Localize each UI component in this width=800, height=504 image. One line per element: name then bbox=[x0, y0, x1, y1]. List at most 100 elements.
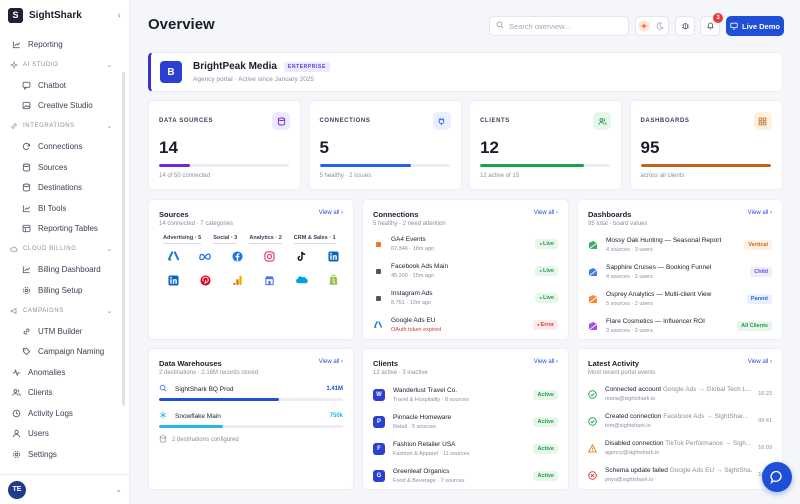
activity-row[interactable]: Schema update failed Google Ads EU → Sig… bbox=[588, 467, 772, 483]
sidebar-item-billing-dashboard[interactable]: Billing Dashboard bbox=[0, 260, 129, 281]
salesforce-icon[interactable] bbox=[285, 272, 317, 288]
pinterest-icon[interactable] bbox=[189, 272, 221, 288]
stat-card-data-sources[interactable]: DATA SOURCES 14 14 of 50 connected bbox=[148, 100, 301, 190]
connections-view-all-link[interactable]: View all › bbox=[533, 210, 558, 216]
moon-icon[interactable] bbox=[654, 20, 666, 32]
sidebar-item-label: Settings bbox=[28, 449, 57, 459]
sidebar-item-connections[interactable]: Connections bbox=[0, 137, 129, 158]
source-category-tab[interactable]: CRM & Sales · 1 bbox=[293, 235, 336, 244]
sidebar-item-reporting-tables[interactable]: Reporting Tables bbox=[0, 219, 129, 240]
source-category-tab[interactable]: Analytics · 2 bbox=[249, 235, 282, 244]
linkedin-ads-icon[interactable] bbox=[157, 272, 189, 288]
sidebar-item-reporting[interactable]: Reporting bbox=[0, 34, 129, 55]
client-name: Pinnacle Homeware bbox=[393, 414, 452, 421]
tiktok-icon[interactable] bbox=[285, 248, 317, 264]
chevron-down-icon[interactable]: ⌄ bbox=[115, 485, 122, 494]
dashboards-view-all-link[interactable]: View all › bbox=[747, 210, 772, 216]
linkedin-icon[interactable] bbox=[317, 248, 349, 264]
sidebar-item-billing-setup[interactable]: Billing Setup bbox=[0, 280, 129, 301]
sidebar-item-destinations[interactable]: Destinations bbox=[0, 178, 129, 199]
warehouse-row[interactable]: Snowflake Main 750k bbox=[159, 411, 343, 428]
dashboard-name: Sapphire Cruises — Booking Funnel bbox=[606, 264, 712, 271]
connection-row[interactable]: Instagram Ads 8,751 · 12m ago ● Live bbox=[373, 290, 558, 306]
sources-view-all-link[interactable]: View all › bbox=[318, 210, 343, 216]
sidebar-item-anomalies[interactable]: Anomalies bbox=[0, 362, 129, 383]
activity-row[interactable]: Disabled connection TikTok Performance →… bbox=[588, 440, 772, 456]
user-menu[interactable]: TE ⌄ bbox=[0, 474, 130, 504]
sidebar-item-bi-tools[interactable]: BI Tools bbox=[0, 198, 129, 219]
instagram-icon[interactable] bbox=[253, 248, 285, 264]
sidebar-item-label: Clients bbox=[28, 388, 53, 398]
dashboard-row[interactable]: Sapphire Cruises — Booking Funnel 4 sourc… bbox=[588, 264, 772, 280]
sidebar-item-label: UTM Builder bbox=[38, 326, 83, 336]
stat-card-clients[interactable]: CLIENTS 12 12 active of 15 bbox=[469, 100, 622, 190]
analytics-icon[interactable] bbox=[221, 272, 253, 288]
connection-row[interactable]: GA4 Events 67,346 · 18m ago ● Live bbox=[373, 236, 558, 252]
sidebar-item-clients[interactable]: Clients bbox=[0, 383, 129, 404]
chevron-down-icon[interactable]: ⌄ bbox=[106, 307, 113, 315]
meta-icon[interactable] bbox=[189, 248, 221, 264]
sidebar-item-users[interactable]: Users bbox=[0, 424, 129, 445]
search-input[interactable] bbox=[509, 21, 619, 31]
dashboard-row[interactable]: Flare Cosmetics — Influencer ROI 3 source… bbox=[588, 318, 772, 334]
chat-button[interactable] bbox=[762, 462, 792, 492]
google-ads-icon[interactable] bbox=[157, 248, 189, 264]
theme-toggle[interactable] bbox=[635, 16, 669, 36]
sidebar-item-activity-logs[interactable]: Activity Logs bbox=[0, 403, 129, 424]
dashboard-row[interactable]: Osprey Analytics — Multi-client View 5 so… bbox=[588, 291, 772, 307]
status-dot: ● bbox=[539, 295, 543, 300]
source-category-tab[interactable]: Social · 3 bbox=[213, 235, 238, 244]
stat-card-dashboards[interactable]: DASHBOARDS 95 across all clients bbox=[629, 100, 783, 190]
nav-section-cloud-billing[interactable]: CLOUD BILLING ⌄ bbox=[0, 239, 129, 260]
facebook-icon[interactable] bbox=[221, 248, 253, 264]
status-badge: ● Error bbox=[533, 320, 558, 330]
sidebar-item-settings[interactable]: Settings bbox=[0, 444, 129, 465]
pulse-icon bbox=[12, 368, 21, 377]
shopify-icon[interactable] bbox=[317, 272, 349, 288]
database-icon bbox=[159, 435, 167, 445]
sidebar-scrollbar[interactable] bbox=[122, 72, 125, 406]
client-row[interactable]: G Greenleaf Organics Food & Beverage · 7 s… bbox=[373, 468, 558, 484]
sidebar-item-chatbot[interactable]: Chatbot bbox=[0, 75, 129, 96]
sidebar-item-creative-studio[interactable]: Creative Studio bbox=[0, 96, 129, 117]
dashboard-row[interactable]: Mossy Oak Hunting — Seasonal Report 4 sou… bbox=[588, 237, 772, 253]
nav-section-campaigns[interactable]: CAMPAIGNS ⌄ bbox=[0, 301, 129, 322]
nav-section-integrations[interactable]: INTEGRATIONS ⌄ bbox=[0, 116, 129, 137]
chevron-down-icon[interactable]: ⌄ bbox=[106, 246, 113, 254]
activity-row[interactable]: Created connection Facebook Ads → SightS… bbox=[588, 413, 772, 429]
activity-row[interactable]: Connected account Google Ads → Global Te… bbox=[588, 386, 772, 402]
activity-view-all-link[interactable]: View all › bbox=[747, 359, 772, 365]
client-row[interactable]: P Pinnacle Homeware Retail · 5 sources Acti… bbox=[373, 414, 558, 430]
sun-icon[interactable] bbox=[638, 20, 650, 32]
collapse-sidebar-icon[interactable]: ‹ bbox=[117, 9, 121, 21]
dashboard-icon bbox=[588, 321, 598, 331]
store-icon[interactable] bbox=[253, 272, 285, 288]
sidebar-item-utm-builder[interactable]: UTM Builder bbox=[0, 321, 129, 342]
stat-card-connections[interactable]: CONNECTIONS 5 5 healthy · 2 issues bbox=[308, 100, 462, 190]
client-row[interactable]: F Fashion Retailer USA Fashion & Apparel ·… bbox=[373, 441, 558, 457]
client-row[interactable]: W Wanderlust Travel Co. Travel & Hospitali… bbox=[373, 387, 558, 403]
nav-section-label: CLOUD BILLING bbox=[23, 246, 77, 253]
nav-section-ai-studio[interactable]: AI STUDIO ⌄ bbox=[0, 55, 129, 76]
bug-report-button[interactable] bbox=[675, 16, 695, 36]
chevron-down-icon[interactable]: ⌄ bbox=[106, 61, 113, 69]
sidebar-item-label: Anomalies bbox=[28, 367, 66, 377]
warehouses-view-all-link[interactable]: View all › bbox=[318, 359, 343, 365]
dashboard-meta: 4 sources · 2 users bbox=[606, 274, 653, 280]
chevron-down-icon[interactable]: ⌄ bbox=[106, 123, 113, 131]
client-status-badge: Active bbox=[533, 444, 558, 454]
clients-card: Clients 12 active · 3 inactive View all … bbox=[362, 348, 569, 490]
stat-label: CLIENTS bbox=[480, 118, 510, 124]
clients-view-all-link[interactable]: View all › bbox=[533, 359, 558, 365]
sidebar-item-sources[interactable]: Sources bbox=[0, 157, 129, 178]
connection-row[interactable]: Facebook Ads Main 45,300 · 15m ago ● Live bbox=[373, 263, 558, 279]
avatar[interactable]: TE bbox=[8, 480, 26, 499]
warehouse-row[interactable]: SightShark BQ Prod 1.41M bbox=[159, 384, 343, 401]
source-category-tab[interactable]: Advertising · 5 bbox=[163, 235, 202, 244]
activity-action: Disabled connection bbox=[605, 440, 664, 447]
sidebar-item-campaign-naming[interactable]: Campaign Naming bbox=[0, 342, 129, 363]
notifications-button[interactable]: 3 bbox=[700, 13, 723, 36]
search-box[interactable] bbox=[489, 16, 629, 36]
connection-row[interactable]: Google Ads EU OAuth token expired ● Error bbox=[373, 317, 558, 333]
live-demo-button[interactable]: Live Demo bbox=[726, 16, 784, 36]
